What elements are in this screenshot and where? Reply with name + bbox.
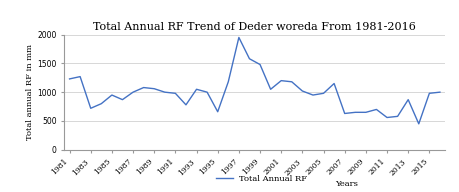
Title: Total Annual RF Trend of Deder woreda From 1981-2016: Total Annual RF Trend of Deder woreda Fr…	[93, 22, 416, 32]
Total Annual RF	[437, 91, 442, 93]
Total Annual RF	[405, 98, 411, 101]
Total Annual RF	[88, 107, 94, 109]
Total Annual RF	[183, 104, 189, 106]
Total Annual RF	[268, 88, 274, 90]
Total Annual RF	[321, 92, 326, 94]
Total Annual RF	[416, 123, 421, 125]
Total Annual RF	[279, 79, 284, 82]
Total Annual RF	[194, 88, 199, 90]
Total Annual RF	[151, 88, 157, 90]
Total Annual RF	[225, 81, 231, 83]
Total Annual RF	[120, 98, 125, 101]
Total Annual RF	[78, 75, 83, 78]
Total Annual RF	[257, 63, 263, 66]
Total Annual RF	[363, 111, 369, 113]
Total Annual RF	[374, 108, 379, 111]
Total Annual RF	[141, 86, 146, 89]
Total Annual RF	[300, 90, 305, 92]
Total Annual RF	[246, 58, 252, 60]
Total Annual RF	[331, 82, 337, 85]
Total Annual RF	[99, 103, 104, 105]
Text: Years: Years	[335, 180, 358, 188]
Total Annual RF	[310, 94, 316, 96]
Total Annual RF	[395, 115, 400, 118]
Total Annual RF	[215, 111, 220, 113]
Total Annual RF	[236, 36, 241, 39]
Total Annual RF	[109, 94, 115, 96]
Total Annual RF	[353, 111, 358, 113]
Total Annual RF	[130, 91, 136, 93]
Total Annual RF	[204, 91, 210, 93]
Total Annual RF	[426, 92, 432, 94]
Line: Total Annual RF: Total Annual RF	[70, 37, 440, 124]
Total Annual RF	[342, 112, 347, 115]
Total Annual RF	[67, 78, 73, 80]
Total Annual RF	[173, 92, 178, 94]
Total Annual RF	[289, 81, 295, 83]
Y-axis label: Total annual RF in mm: Total annual RF in mm	[27, 44, 34, 140]
Total Annual RF	[384, 116, 390, 119]
Legend: Total Annual RF: Total Annual RF	[213, 171, 311, 186]
Total Annual RF	[162, 91, 168, 93]
